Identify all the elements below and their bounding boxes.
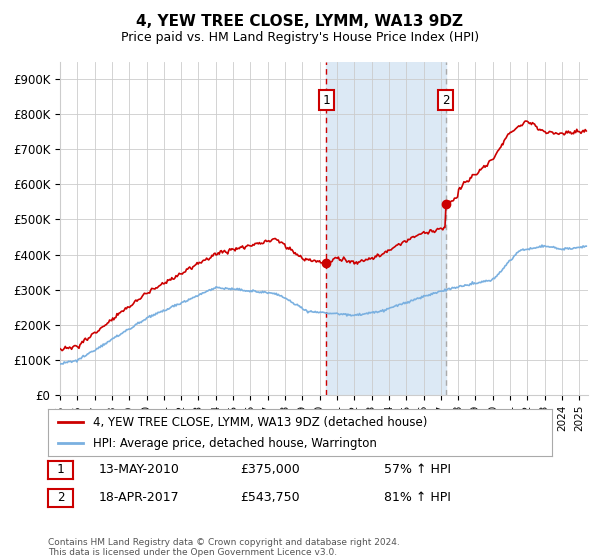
- Text: 13-MAY-2010: 13-MAY-2010: [99, 463, 180, 477]
- Text: 1: 1: [57, 463, 64, 477]
- Text: 57% ↑ HPI: 57% ↑ HPI: [384, 463, 451, 477]
- Text: 1: 1: [322, 94, 330, 107]
- Text: 18-APR-2017: 18-APR-2017: [99, 491, 179, 505]
- Text: £375,000: £375,000: [240, 463, 300, 477]
- Bar: [326, 62, 446, 395]
- Text: £543,750: £543,750: [240, 491, 299, 505]
- Text: 4, YEW TREE CLOSE, LYMM, WA13 9DZ (detached house): 4, YEW TREE CLOSE, LYMM, WA13 9DZ (detac…: [94, 416, 428, 428]
- Text: Contains HM Land Registry data © Crown copyright and database right 2024.
This d: Contains HM Land Registry data © Crown c…: [48, 538, 400, 557]
- Text: HPI: Average price, detached house, Warrington: HPI: Average price, detached house, Warr…: [94, 437, 377, 450]
- Text: 2: 2: [442, 94, 449, 107]
- Text: 81% ↑ HPI: 81% ↑ HPI: [384, 491, 451, 505]
- Text: Price paid vs. HM Land Registry's House Price Index (HPI): Price paid vs. HM Land Registry's House …: [121, 31, 479, 44]
- Text: 4, YEW TREE CLOSE, LYMM, WA13 9DZ: 4, YEW TREE CLOSE, LYMM, WA13 9DZ: [137, 14, 464, 29]
- Text: 2: 2: [57, 491, 64, 505]
